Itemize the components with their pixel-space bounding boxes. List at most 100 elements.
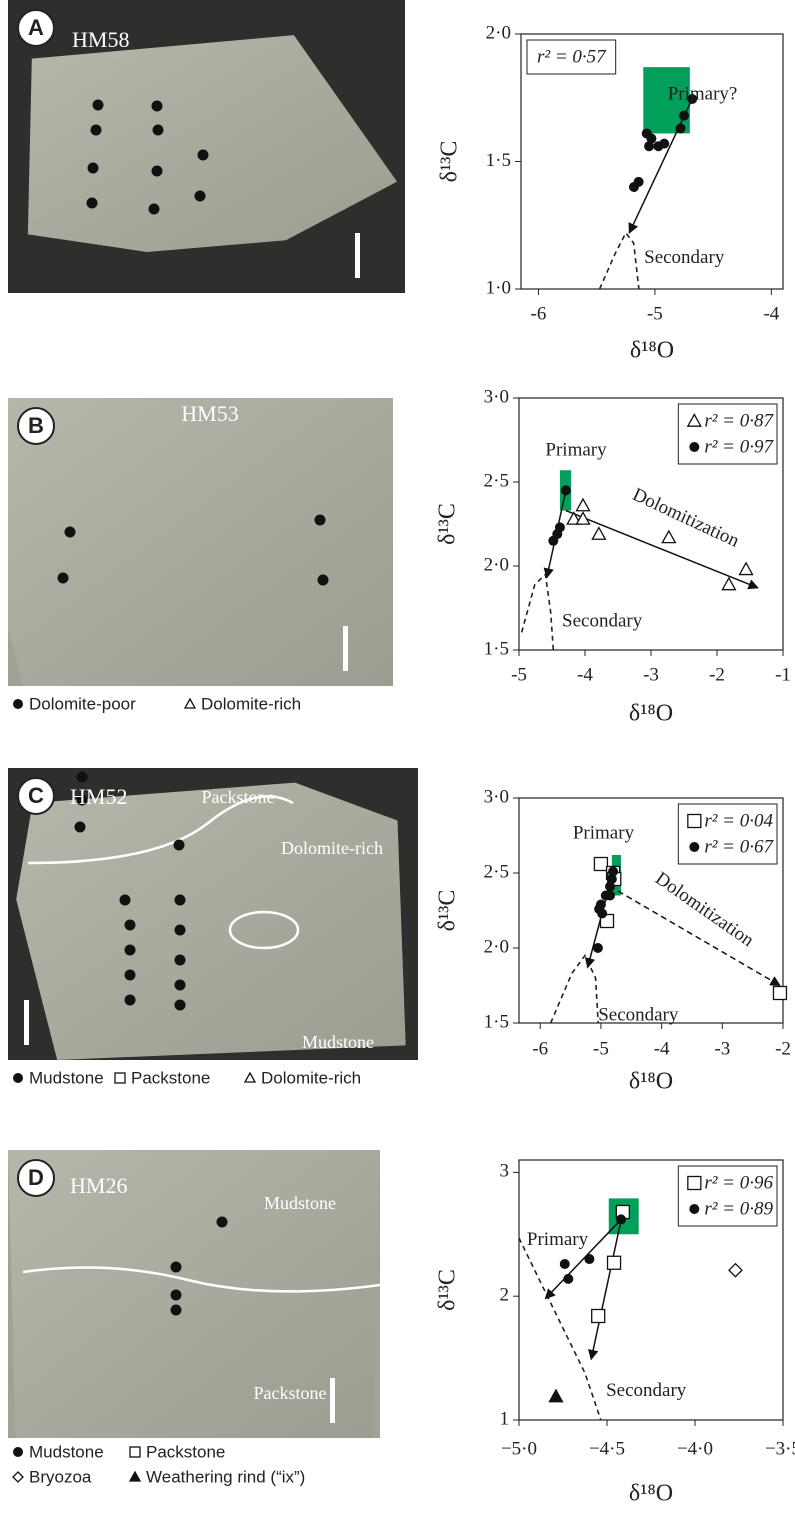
- legend: r² = 0·87 r² = 0·97: [678, 404, 777, 464]
- x-tick-label: -4: [654, 1038, 670, 1059]
- data-point: [773, 987, 786, 1000]
- legend-text: Bryozoa: [29, 1467, 92, 1486]
- sample-spot: [315, 515, 326, 526]
- sample-spot: [175, 925, 186, 936]
- y-tick-label: 2·5: [484, 470, 509, 491]
- legend-text: Weathering rind (“ix”): [146, 1467, 305, 1486]
- sample-spot: [120, 895, 131, 906]
- legend-marker: [689, 842, 699, 852]
- sample-spot: [149, 204, 160, 215]
- data-point: [679, 111, 689, 121]
- data-point: [608, 1256, 621, 1269]
- rock-slab: [8, 398, 393, 686]
- legend-marker: [688, 1177, 701, 1190]
- legend-marker: [13, 1447, 23, 1457]
- sample-spot: [65, 527, 76, 538]
- sample-spot: [217, 1217, 228, 1228]
- sample-name: HM26: [70, 1173, 127, 1198]
- x-tick-label: -5: [647, 303, 663, 324]
- data-point: [676, 123, 686, 133]
- legend-text: Dolomite-rich: [261, 1068, 361, 1087]
- x-axis-label: δ¹⁸O: [630, 338, 674, 364]
- legend-text: Dolomite-rich: [201, 694, 301, 713]
- legend-marker: [130, 1472, 140, 1481]
- y-tick-label: 2·0: [484, 936, 509, 957]
- y-tick-label: 1·5: [484, 638, 509, 659]
- sample-spot: [88, 163, 99, 174]
- y-tick-label: 1·0: [486, 277, 511, 298]
- annotation: Secondary: [562, 611, 643, 632]
- data-point: [561, 485, 571, 495]
- data-point: [729, 1264, 742, 1277]
- x-axis-label: δ¹⁸O: [629, 701, 673, 727]
- data-point: [629, 182, 639, 192]
- legend-text: r² = 0·89: [704, 1198, 773, 1219]
- x-tick-label: -1: [775, 664, 791, 685]
- sample-spot: [171, 1305, 182, 1316]
- sample-spot: [125, 945, 136, 956]
- legend-marker: [689, 1204, 699, 1214]
- data-point: [549, 1390, 562, 1402]
- data-point: [577, 512, 590, 524]
- y-tick-label: 3: [500, 1161, 510, 1182]
- x-tick-label: -4: [763, 303, 779, 324]
- legend-text: Packstone: [131, 1068, 210, 1087]
- legend-marker: [115, 1073, 125, 1083]
- data-point: [594, 858, 607, 871]
- legend-marker: [13, 1472, 23, 1482]
- legend-text: r² = 0·57: [537, 46, 607, 67]
- sample-spot: [58, 573, 69, 584]
- x-tick-label: −4·0: [677, 1438, 713, 1459]
- annotation: Primary: [545, 439, 607, 460]
- sample-spot: [91, 125, 102, 136]
- sample-spot: [152, 166, 163, 177]
- sample-spot: [195, 191, 206, 202]
- sample-spot: [125, 995, 136, 1006]
- y-tick-label: 2·0: [484, 554, 509, 575]
- sample-spot: [125, 970, 136, 981]
- y-tick-label: 1·5: [484, 1011, 509, 1032]
- x-tick-label: -2: [775, 1038, 791, 1059]
- legend-text: r² = 0·04: [704, 810, 773, 831]
- panel-letter: B: [28, 413, 44, 438]
- legend-text: r² = 0·87: [704, 410, 774, 431]
- sample-name: HM52: [70, 784, 127, 809]
- legend-marker: [13, 1073, 23, 1083]
- sample-spot: [77, 772, 88, 783]
- data-point: [740, 563, 753, 575]
- data-point: [616, 1214, 626, 1224]
- legend-marker: [130, 1447, 140, 1457]
- sample-spot: [93, 100, 104, 111]
- legend: r² = 0·96 r² = 0·89: [678, 1166, 777, 1226]
- sample-spot: [175, 1000, 186, 1011]
- x-tick-label: -6: [532, 1038, 548, 1059]
- y-axis-label: δ¹³C: [435, 503, 461, 545]
- y-tick-label: 1: [500, 1408, 510, 1429]
- data-point: [662, 531, 675, 543]
- data-point: [560, 1259, 570, 1269]
- y-axis-label: δ¹³C: [435, 890, 461, 932]
- y-tick-label: 2·0: [486, 22, 511, 43]
- facies-label: Dolomite-rich: [281, 838, 383, 858]
- data-point: [597, 909, 607, 919]
- annotation: Secondary: [644, 247, 725, 268]
- panel-letter: A: [28, 15, 44, 40]
- scale-bar: [330, 1378, 335, 1423]
- sample-spot: [175, 980, 186, 991]
- data-point: [592, 1310, 605, 1323]
- sample-spot: [87, 198, 98, 209]
- legend-text: r² = 0·96: [704, 1172, 773, 1193]
- legend-marker: [689, 442, 699, 452]
- x-tick-label: -6: [531, 303, 547, 324]
- legend-text: r² = 0·97: [704, 436, 774, 457]
- annotation: Primary: [573, 822, 635, 843]
- x-tick-label: -5: [511, 664, 527, 685]
- scale-bar: [343, 626, 348, 671]
- rock-slab: [16, 783, 406, 1060]
- annotation: Primary?: [668, 84, 738, 105]
- data-point: [592, 528, 605, 540]
- data-point: [605, 891, 615, 901]
- x-tick-label: -5: [593, 1038, 609, 1059]
- data-point: [563, 1274, 573, 1284]
- sample-spot: [152, 101, 163, 112]
